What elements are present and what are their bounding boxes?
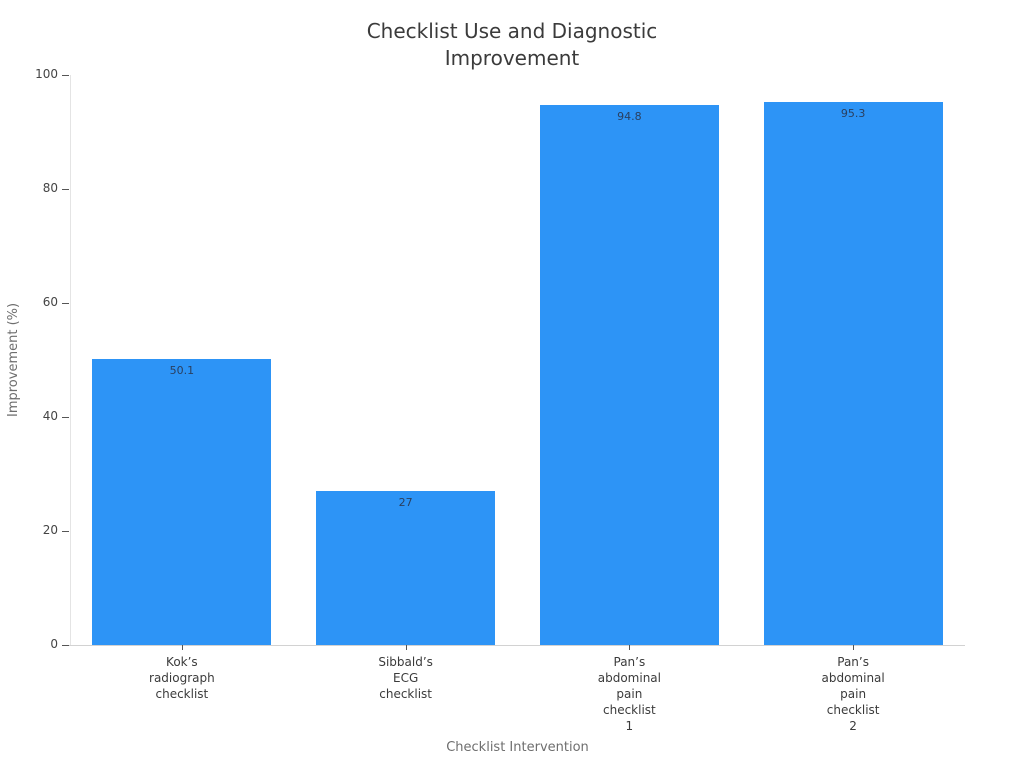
x-tick-label: Pan’s abdominal pain checklist 2 bbox=[821, 655, 885, 733]
y-tick-mark bbox=[62, 645, 69, 646]
plot-area: 0 20 40 60 80 100 50.1 Kok’s radiograph checkli… bbox=[35, 67, 965, 733]
bar: 50.1 bbox=[92, 359, 272, 645]
y-tick-mark bbox=[62, 189, 69, 190]
y-tick-mark bbox=[62, 417, 69, 418]
y-tick-mark bbox=[62, 303, 69, 304]
bar-value-label: 95.3 bbox=[840, 106, 866, 120]
x-tick-mark bbox=[853, 645, 855, 650]
x-tick-label: Pan’s abdominal pain checklist 1 bbox=[597, 655, 661, 733]
x-axis-title: Checklist Intervention bbox=[446, 740, 589, 755]
x-axis-line bbox=[63, 645, 965, 646]
y-tick-label: 40 bbox=[42, 409, 58, 423]
x-tick-label: Sibbald’s ECG checklist bbox=[378, 655, 433, 701]
y-tick-label: 20 bbox=[42, 523, 58, 537]
bar: 27 bbox=[316, 491, 496, 645]
y-tick-label: 60 bbox=[42, 295, 58, 309]
y-tick-mark bbox=[62, 75, 69, 76]
chart-title: Checklist Use and Diagnostic Improvement bbox=[0, 18, 1024, 72]
bar-value-label: 27 bbox=[398, 496, 413, 510]
bar: 95.3 bbox=[763, 101, 943, 645]
y-tick-label: 0 bbox=[50, 637, 58, 651]
x-tick-label: Kok’s radiograph checklist bbox=[149, 655, 215, 701]
bar-value-label: 50.1 bbox=[169, 364, 195, 378]
y-axis-line bbox=[70, 75, 71, 645]
x-tick-mark bbox=[629, 645, 631, 650]
bar: 94.8 bbox=[539, 104, 719, 645]
y-tick-label: 100 bbox=[35, 67, 58, 81]
bar-value-label: 94.8 bbox=[617, 109, 642, 123]
y-axis-title: Improvement (%) bbox=[6, 302, 21, 418]
y-tick-mark bbox=[62, 531, 69, 532]
x-tick-mark bbox=[181, 645, 183, 650]
y-tick-label: 80 bbox=[42, 181, 58, 195]
chart-title-text: Checklist Use and Diagnostic Improvement bbox=[366, 19, 658, 70]
x-tick-mark bbox=[405, 645, 407, 650]
